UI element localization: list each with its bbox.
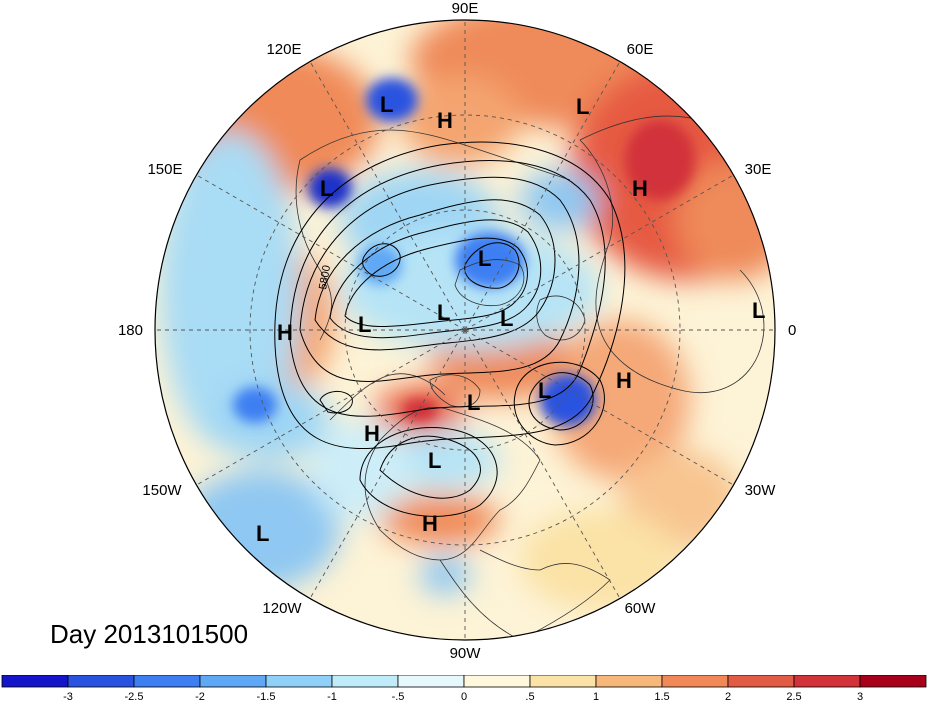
colorbar-tick-label: 0 — [461, 691, 467, 702]
low-center: L — [538, 378, 551, 403]
graticule — [155, 20, 775, 640]
high-center: H — [632, 176, 648, 201]
lon-label-120e: 120E — [266, 41, 301, 58]
colorbar-tick-label: -2.5 — [125, 691, 144, 702]
colorbar-tick-label: -3 — [63, 691, 73, 702]
colorbar-box — [397, 675, 465, 688]
lon-label-90w: 90W — [450, 645, 482, 662]
high-center: H — [364, 421, 380, 446]
low-center: L — [358, 312, 371, 337]
height-contours — [274, 141, 626, 517]
map-title: Day 2013101500 — [50, 619, 249, 649]
colorbar-tick-label: -.5 — [392, 691, 405, 702]
anomaly-field: 5800 L H L L H L L L — [155, 20, 775, 640]
lon-label-60w: 60W — [625, 600, 657, 617]
lon-label-150w: 150W — [142, 482, 182, 499]
colorbar-box — [859, 675, 927, 688]
low-center: L — [320, 176, 333, 201]
lon-label-180: 180 — [118, 322, 143, 339]
lon-label-120w: 120W — [262, 600, 302, 617]
high-center: H — [616, 368, 632, 393]
colorbar: -3 -2.5 -2 -1.5 -1 -.5 0 .5 1 1.5 2 2.5 3 — [1, 675, 927, 702]
low-center: L — [478, 246, 491, 271]
low-center: L — [752, 298, 765, 323]
lon-label-0: 0 — [788, 322, 796, 339]
pressure-centers: L H L L H L L L L H L H L L H L H L — [256, 92, 765, 546]
colorbar-tick-label: -1.5 — [257, 691, 276, 702]
colorbar-box — [463, 675, 531, 688]
colorbar-tick-label: 1.5 — [654, 691, 669, 702]
low-center: L — [576, 94, 589, 119]
colorbar-tick-label: 2.5 — [786, 691, 801, 702]
contour-label-5800: 5800 — [317, 264, 333, 290]
lon-label-30e: 30E — [745, 161, 772, 178]
colorbar-box — [661, 675, 729, 688]
high-center: H — [437, 108, 453, 133]
colorbar-box — [199, 675, 267, 688]
colorbar-box — [331, 675, 399, 688]
lon-label-90e: 90E — [452, 0, 479, 17]
high-center: H — [277, 320, 293, 345]
low-center: L — [380, 92, 393, 117]
colorbar-tick-label: 2 — [725, 691, 731, 702]
colorbar-box — [265, 675, 333, 688]
low-center: L — [500, 306, 513, 331]
colorbar-box — [67, 675, 135, 688]
colorbar-box — [1, 675, 69, 688]
longitude-labels: 90E 60E 30E 0 30W 60W 90W 120W 150W 180 … — [118, 0, 796, 662]
lon-label-30w: 30W — [745, 482, 777, 499]
low-center: L — [467, 390, 480, 415]
colorbar-tick-labels: -3 -2.5 -2 -1.5 -1 -.5 0 .5 1 1.5 2 2.5 3 — [63, 691, 863, 702]
colorbar-tick-label: 3 — [857, 691, 863, 702]
colorbar-tick-label: -1 — [327, 691, 337, 702]
colorbar-box — [595, 675, 663, 688]
lon-label-60e: 60E — [627, 41, 654, 58]
colorbar-box — [727, 675, 795, 688]
map-boundary — [154, 19, 776, 641]
colorbar-tick-label: 1 — [593, 691, 599, 702]
colorbar-boxes — [1, 675, 927, 688]
high-center: H — [422, 511, 438, 536]
low-center: L — [437, 300, 450, 325]
colorbar-box — [133, 675, 201, 688]
low-center: L — [256, 521, 269, 546]
colorbar-box — [793, 675, 861, 688]
colorbar-tick-label: .5 — [525, 691, 534, 702]
low-center: L — [428, 448, 441, 473]
lon-label-150e: 150E — [147, 161, 182, 178]
colorbar-box — [529, 675, 597, 688]
colorbar-tick-label: -2 — [195, 691, 205, 702]
